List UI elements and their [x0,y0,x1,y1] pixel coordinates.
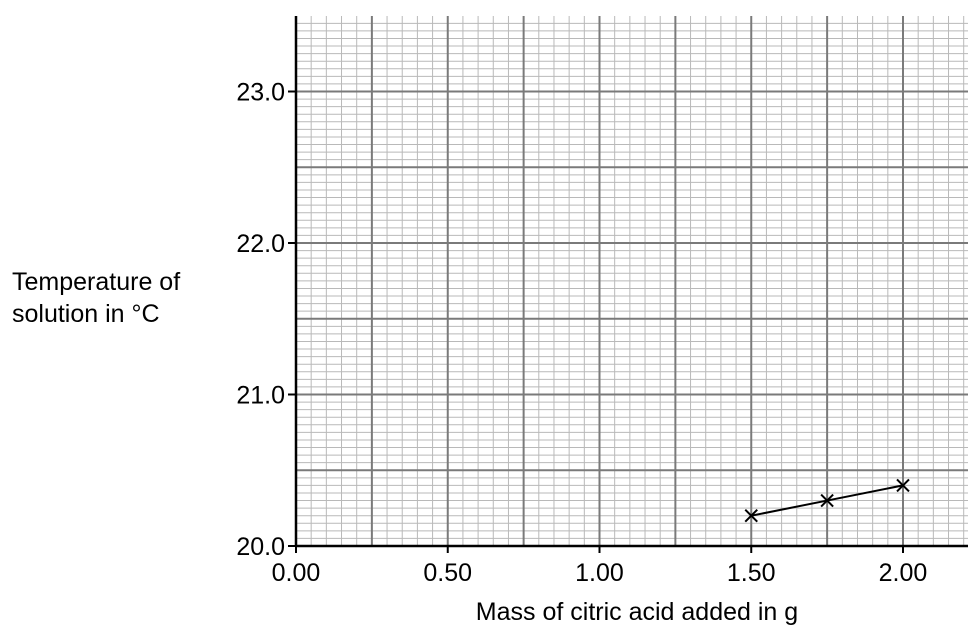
data-point-cross [820,493,834,508]
x-tick-label: 0.50 [423,559,472,587]
y-tick-labels: 20.0 21.0 22.0 23.0 [236,79,285,562]
x-tick-label: 2.00 [879,559,928,587]
x-tick-label: 1.50 [727,559,776,587]
y-axis-label-line-1: Temperature of [12,268,180,296]
data-point-cross-stroke [896,478,910,493]
y-tick-label: 21.0 [236,382,285,410]
y-tick-label: 20.0 [236,533,285,561]
series [744,478,910,523]
data-point-cross [744,508,758,523]
data-point-cross-stroke [820,493,834,508]
axes [288,16,968,553]
y-axis-label-line-2: solution in °C [12,300,160,328]
y-tick-label: 23.0 [236,79,285,107]
grid-major [296,16,968,546]
x-tick-label: 0.00 [272,559,321,587]
x-tick-labels: 0.00 0.50 1.00 1.50 2.00 [272,559,928,587]
data-point-cross-stroke [744,508,758,523]
x-tick-label: 1.00 [575,559,624,587]
x-axis-label: Mass of citric acid added in g [476,598,798,626]
y-tick-label: 22.0 [236,230,285,258]
grid-minor [296,16,968,546]
data-point-cross [896,478,910,493]
